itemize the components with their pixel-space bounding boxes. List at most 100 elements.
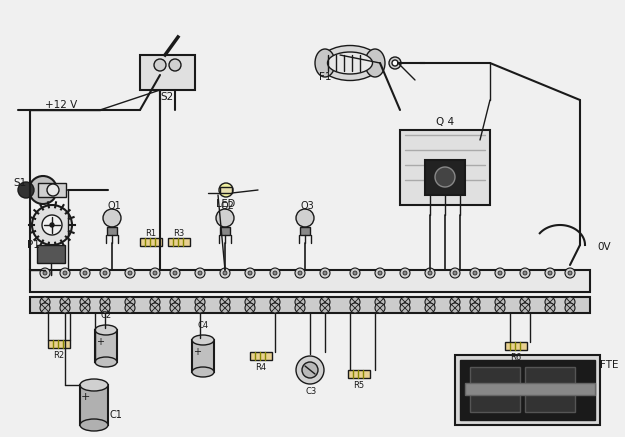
Circle shape — [302, 362, 318, 378]
Circle shape — [495, 297, 505, 307]
Circle shape — [245, 268, 255, 278]
Circle shape — [170, 297, 180, 307]
Circle shape — [248, 271, 252, 275]
Circle shape — [18, 182, 34, 198]
Circle shape — [495, 303, 505, 313]
Circle shape — [125, 303, 135, 313]
Circle shape — [403, 271, 407, 275]
Circle shape — [425, 303, 435, 313]
Circle shape — [545, 297, 555, 307]
Circle shape — [125, 268, 135, 278]
Circle shape — [103, 271, 107, 275]
Circle shape — [153, 271, 157, 275]
Bar — [220, 227, 230, 235]
Bar — [30, 270, 590, 292]
Bar — [140, 55, 195, 90]
Text: +: + — [193, 347, 201, 357]
Circle shape — [150, 268, 160, 278]
Text: FTE: FTE — [600, 360, 619, 370]
Circle shape — [400, 303, 410, 313]
Circle shape — [103, 209, 121, 227]
Circle shape — [40, 268, 50, 278]
Circle shape — [40, 303, 50, 313]
Circle shape — [245, 303, 255, 313]
Circle shape — [350, 303, 360, 313]
Text: +: + — [96, 337, 104, 347]
Text: S1: S1 — [13, 178, 26, 188]
Text: Q2: Q2 — [220, 201, 234, 211]
Circle shape — [495, 268, 505, 278]
Circle shape — [170, 268, 180, 278]
Circle shape — [83, 271, 87, 275]
Circle shape — [565, 303, 575, 313]
Text: 0V: 0V — [597, 242, 611, 252]
Text: C1: C1 — [110, 410, 123, 420]
Circle shape — [473, 271, 477, 275]
Circle shape — [435, 167, 455, 187]
Circle shape — [353, 271, 357, 275]
Circle shape — [296, 356, 324, 384]
Circle shape — [100, 297, 110, 307]
Circle shape — [270, 268, 280, 278]
Ellipse shape — [95, 325, 117, 335]
Ellipse shape — [328, 52, 372, 74]
Circle shape — [450, 303, 460, 313]
Bar — [48, 340, 70, 348]
Circle shape — [60, 303, 70, 313]
Circle shape — [389, 57, 401, 69]
Circle shape — [320, 303, 330, 313]
Circle shape — [350, 297, 360, 307]
Circle shape — [220, 268, 230, 278]
Circle shape — [375, 297, 385, 307]
Circle shape — [520, 297, 530, 307]
Circle shape — [170, 303, 180, 313]
Circle shape — [50, 223, 54, 227]
Text: LED: LED — [216, 199, 236, 209]
Circle shape — [60, 297, 70, 307]
Bar — [220, 187, 232, 193]
Circle shape — [32, 205, 72, 245]
Ellipse shape — [95, 357, 117, 367]
Circle shape — [195, 303, 205, 313]
Circle shape — [100, 303, 110, 313]
Circle shape — [320, 268, 330, 278]
Bar — [168, 238, 190, 246]
Bar — [80, 385, 108, 425]
Bar — [95, 330, 117, 362]
Circle shape — [520, 303, 530, 313]
Circle shape — [548, 271, 552, 275]
Circle shape — [100, 268, 110, 278]
Circle shape — [470, 268, 480, 278]
Circle shape — [295, 268, 305, 278]
Circle shape — [375, 303, 385, 313]
Circle shape — [296, 209, 314, 227]
Circle shape — [43, 271, 47, 275]
Circle shape — [169, 59, 181, 71]
Circle shape — [378, 271, 382, 275]
Circle shape — [40, 297, 50, 307]
Circle shape — [195, 297, 205, 307]
Ellipse shape — [192, 367, 214, 377]
Circle shape — [520, 268, 530, 278]
Circle shape — [47, 184, 59, 196]
Circle shape — [42, 215, 62, 235]
Circle shape — [568, 271, 572, 275]
Bar — [192, 340, 214, 372]
Circle shape — [220, 303, 230, 313]
Circle shape — [298, 271, 302, 275]
Circle shape — [273, 271, 277, 275]
Circle shape — [392, 60, 398, 66]
Circle shape — [470, 303, 480, 313]
Circle shape — [150, 303, 160, 313]
Text: Q1: Q1 — [107, 201, 121, 211]
Circle shape — [125, 297, 135, 307]
Circle shape — [245, 297, 255, 307]
Ellipse shape — [320, 45, 380, 80]
Circle shape — [270, 303, 280, 313]
Bar — [37, 245, 65, 263]
Circle shape — [565, 268, 575, 278]
Circle shape — [295, 297, 305, 307]
Text: Q 4: Q 4 — [436, 117, 454, 127]
Circle shape — [470, 297, 480, 307]
Text: R3: R3 — [173, 229, 184, 237]
